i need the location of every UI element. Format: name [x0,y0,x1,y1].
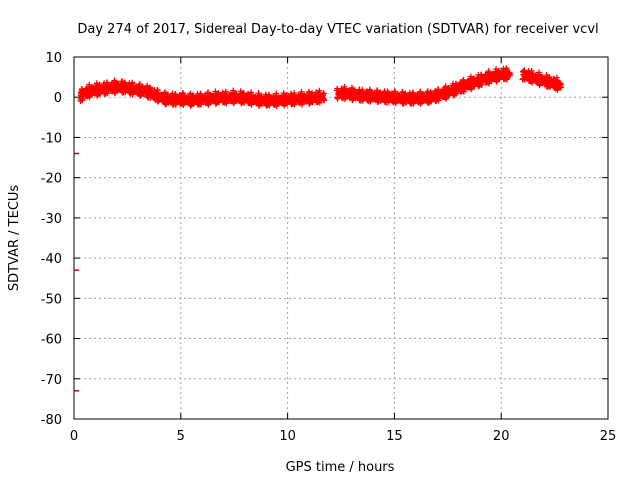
series-1 [74,152,79,392]
data-point [558,81,565,88]
y-tick-label: -80 [41,413,62,428]
x-tick-label: 15 [386,429,403,444]
x-tick-label: 20 [493,429,510,444]
chart-title: Day 274 of 2017, Sidereal Day-to-day VTE… [77,22,598,37]
y-axis-label: SDTVAR / TECUs [7,185,22,292]
plot-frame [73,56,609,420]
x-tick-label: 5 [177,429,185,444]
y-tick-label: -30 [41,212,62,227]
series-0 [77,65,565,110]
x-tick-label: 25 [600,429,617,444]
data-point [507,72,514,79]
x-tick-label: 0 [70,429,78,444]
y-tick-label: -40 [41,252,62,267]
y-tick-label: -20 [41,172,62,187]
y-tick-label: 10 [45,51,62,66]
y-tick-label: -60 [41,333,62,348]
y-tick-label: -10 [41,131,62,146]
x-axis-label: GPS time / hours [286,460,395,475]
data-series [74,65,565,392]
y-tick-label: -70 [41,373,62,388]
y-tick-label: -50 [41,292,62,307]
x-tick-label: 10 [279,429,296,444]
axes: 0 5 10 15 20 25 10 0 -10 -20 -30 -40 -50 -60 -70 -80 [41,51,617,444]
data-point [320,90,327,97]
y-tick-label: 0 [54,91,62,106]
data-point [321,97,328,104]
